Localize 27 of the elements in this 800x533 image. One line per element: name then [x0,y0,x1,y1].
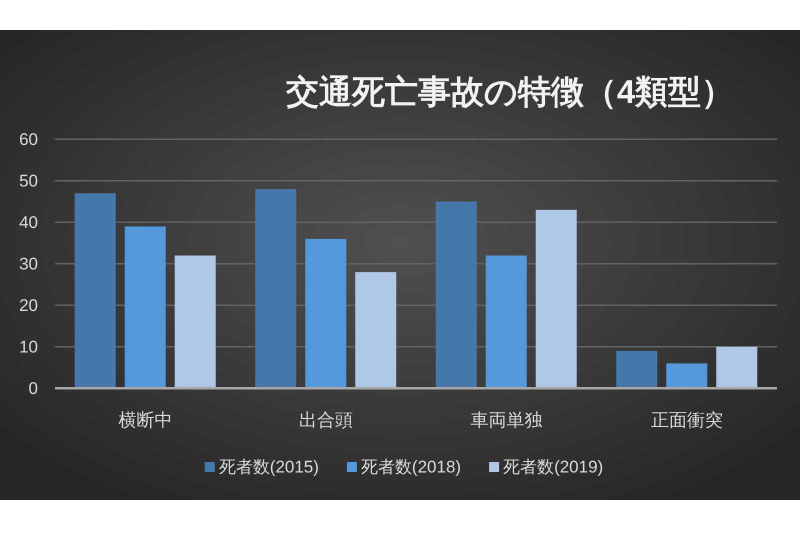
legend-label: 死者数(2019) [503,458,604,476]
bar [616,350,658,388]
bar [436,202,477,388]
bar [174,256,216,388]
bar [536,210,577,388]
bar [355,272,396,388]
chart-title: 交通死亡事故の特徴（4類型） [284,73,734,110]
y-tick-label: 10 [19,337,38,356]
bar [124,226,166,388]
x-tick-label: 横断中 [118,410,172,430]
y-tick-label: 40 [19,212,38,232]
y-tick-label: 60 [19,130,38,149]
y-tick-label: 0 [28,378,38,398]
bar [255,189,296,388]
legend-label: 死者数(2018) [360,458,462,476]
bar [486,256,527,388]
x-tick-label: 出合頭 [298,410,353,430]
y-tick-label: 20 [19,296,38,315]
bar [305,238,346,388]
bar [666,363,708,388]
y-tick-label: 50 [19,171,38,190]
y-tick-label: 30 [19,254,38,274]
x-tick-label: 車両単独 [470,410,542,430]
bar [716,346,758,388]
bar [74,193,116,388]
legend-label: 死者数(2015) [218,458,319,476]
x-tick-label: 正面衝突 [650,410,723,430]
